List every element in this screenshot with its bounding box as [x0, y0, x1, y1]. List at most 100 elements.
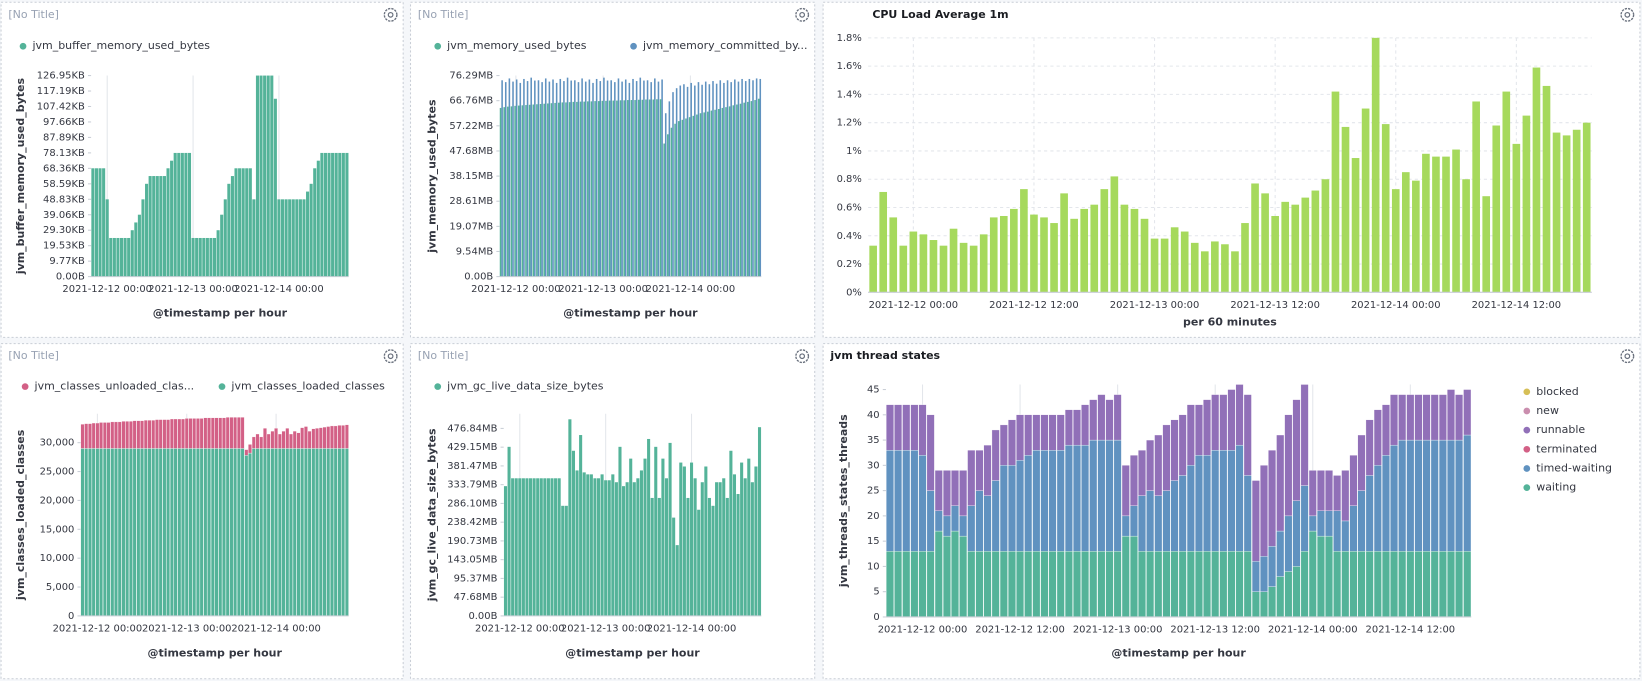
bar-segment: [1260, 465, 1268, 557]
bar-segment: [1357, 490, 1366, 552]
bar: [514, 478, 518, 616]
x-tick-label: 2021-12-14 12:00: [1366, 625, 1456, 636]
bar-segment: [983, 495, 992, 552]
bar: [686, 86, 689, 277]
bar-segment: [1016, 551, 1024, 618]
bar-segment: [166, 419, 171, 449]
legend-item[interactable]: jvm_memory_committed_by...: [630, 39, 808, 52]
legend-item[interactable]: terminated: [1523, 442, 1597, 455]
bar: [1090, 204, 1099, 293]
settings-button[interactable]: [383, 7, 398, 22]
y-tick-label: 286.10MB: [447, 498, 497, 509]
bar-segment: [902, 551, 911, 618]
y-tick-label: 0.4%: [837, 231, 862, 242]
bar-segment: [188, 418, 193, 449]
bar-segment: [1341, 551, 1350, 618]
y-tick-label: 30,000: [40, 438, 75, 449]
bar: [557, 478, 561, 616]
bar-segment: [311, 428, 316, 449]
bar-segment: [975, 490, 984, 552]
bar-segment: [1308, 515, 1317, 532]
bar: [119, 237, 124, 277]
legend-item[interactable]: new: [1523, 404, 1559, 417]
bar: [603, 77, 605, 277]
bar-segment: [240, 448, 245, 617]
bar: [277, 199, 281, 277]
bar: [323, 152, 327, 277]
bar: [525, 478, 529, 616]
bar-segment: [1186, 465, 1195, 552]
settings-button[interactable]: [1620, 349, 1635, 364]
bar-segment: [1300, 485, 1309, 552]
bar: [641, 99, 644, 277]
y-tick-label: 0.00B: [468, 611, 497, 622]
bar: [999, 215, 1008, 293]
bar: [523, 78, 525, 277]
bar-segment: [1008, 419, 1016, 466]
bar-segment: [910, 404, 919, 451]
bar: [726, 80, 729, 277]
bar-segment: [132, 448, 137, 617]
bar: [688, 117, 691, 277]
bar: [514, 105, 516, 277]
settings-button[interactable]: [795, 349, 810, 364]
bar: [252, 199, 256, 277]
legend-item[interactable]: runnable: [1523, 423, 1585, 436]
bar: [1381, 124, 1390, 293]
bar-segment: [132, 420, 137, 449]
bar-segment: [951, 470, 959, 506]
bar: [712, 81, 714, 277]
bar: [499, 107, 502, 277]
gear-outer: [795, 7, 810, 22]
y-tick-label: 30: [867, 460, 880, 471]
bar-segment: [1056, 450, 1065, 552]
bar: [743, 478, 747, 616]
settings-button[interactable]: [383, 349, 398, 364]
bar-segment: [1032, 414, 1041, 451]
y-axis-title: jvm_memory_used_bytes: [425, 99, 438, 254]
legend-item[interactable]: jvm_gc_live_data_size_bytes: [434, 380, 604, 393]
bar: [259, 75, 263, 277]
bar: [1552, 132, 1561, 293]
bar: [661, 79, 663, 277]
x-tick-label: 2021-12-13 00:00: [1073, 625, 1163, 636]
bar-segment: [84, 423, 89, 449]
bar: [191, 237, 195, 277]
bar-segment: [155, 448, 159, 617]
bar-segment: [1162, 424, 1171, 491]
bar: [503, 107, 505, 277]
legend-item[interactable]: jvm_memory_used_bytes: [434, 39, 587, 52]
x-tick-label: 2021-12-14 00:00: [1268, 625, 1358, 636]
bar-segment: [114, 448, 118, 617]
bar: [91, 168, 95, 277]
bar-segment: [926, 414, 935, 491]
bar: [664, 478, 669, 616]
bar: [1522, 115, 1531, 293]
bar-segment: [1260, 591, 1268, 618]
legend-item[interactable]: jvm_buffer_memory_used_bytes: [19, 39, 211, 52]
bar-segment: [1203, 551, 1211, 618]
legend-item[interactable]: timed-waiting: [1523, 461, 1612, 474]
bar-segment: [181, 448, 185, 617]
bar: [747, 458, 751, 616]
legend-item[interactable]: waiting: [1523, 481, 1576, 494]
bar-segment: [1195, 404, 1203, 456]
bar: [98, 168, 102, 277]
settings-button[interactable]: [795, 7, 810, 22]
bar-segment: [184, 448, 189, 617]
settings-button[interactable]: [1620, 7, 1635, 22]
bar-segment: [1438, 394, 1447, 441]
y-tick-label: 117.19KB: [37, 86, 85, 97]
bar: [1281, 201, 1290, 293]
bar: [606, 80, 609, 277]
legend-item[interactable]: jvm_classes_unloaded_clas...: [21, 380, 194, 393]
legend-item[interactable]: jvm_classes_loaded_classes: [218, 380, 385, 393]
bar-segment: [80, 448, 85, 617]
bar: [284, 199, 288, 277]
bar: [757, 427, 762, 616]
bar-segment: [322, 448, 327, 617]
bar-segment: [1316, 510, 1325, 537]
bar-segment: [1430, 439, 1439, 552]
gear-inner: [387, 353, 394, 360]
legend-item[interactable]: blocked: [1523, 385, 1579, 398]
